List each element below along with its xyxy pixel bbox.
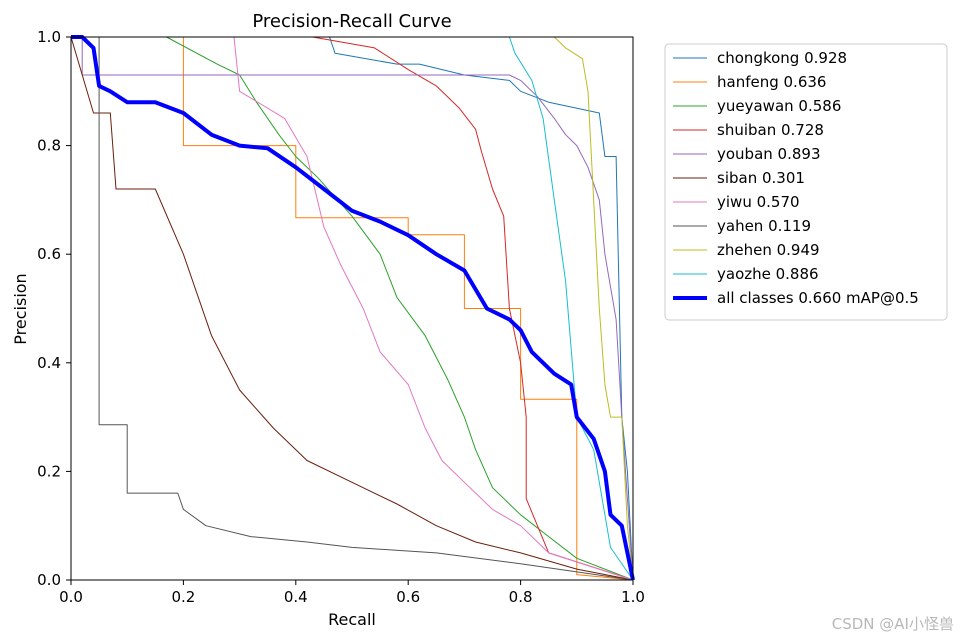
legend-label-5: siban 0.301 — [717, 169, 805, 187]
x-axis-ticks: 0.0 0.2 0.4 0.6 0.8 1.0 — [59, 580, 645, 606]
series-line-6 — [233, 36, 634, 581]
series-line-1 — [71, 36, 634, 581]
y-axis-ticks: 0.0 0.2 0.4 0.6 0.8 1.0 — [37, 28, 71, 589]
x-axis-label: Recall — [328, 610, 376, 629]
x-tick-label: 0.8 — [509, 588, 533, 606]
y-tick-label: 1.0 — [37, 28, 61, 46]
x-tick-label: 0.2 — [171, 588, 195, 606]
x-tick-label: 0.0 — [59, 588, 83, 606]
y-axis-label: Precision — [11, 273, 30, 344]
legend-label-8: zhehen 0.949 — [717, 241, 820, 259]
chart-title: Precision-Recall Curve — [252, 11, 451, 32]
legend-label-1: hanfeng 0.636 — [717, 73, 826, 91]
y-tick-label: 0.8 — [37, 137, 61, 155]
series-line-0 — [71, 36, 634, 581]
y-tick-label: 0.0 — [37, 571, 61, 589]
legend: chongkong 0.928 hanfeng 0.636 yueyawan 0.5… — [664, 43, 948, 321]
legend-label-2: yueyawan 0.586 — [717, 97, 841, 115]
legend-label-10: all classes 0.660 mAP@0.5 — [717, 289, 919, 307]
series-line-8 — [553, 36, 634, 581]
watermark: CSDN @AI小怪兽 — [831, 615, 954, 633]
y-tick-label: 0.4 — [37, 354, 61, 372]
series-line-2 — [166, 36, 634, 581]
legend-label-3: shuiban 0.728 — [717, 121, 824, 139]
plot-frame — [70, 36, 634, 581]
x-tick-label: 0.4 — [284, 588, 308, 606]
legend-label-9: yaozhe 0.886 — [717, 265, 819, 283]
x-tick-label: 0.6 — [396, 588, 420, 606]
x-tick-label: 1.0 — [621, 588, 645, 606]
legend-label-6: yiwu 0.570 — [717, 193, 800, 211]
series-line-5 — [70, 36, 634, 581]
legend-box — [664, 43, 948, 321]
legend-label-0: chongkong 0.928 — [717, 49, 847, 67]
series-line-10 — [71, 35, 635, 581]
y-tick-label: 0.6 — [37, 245, 61, 263]
series-line-4 — [71, 36, 634, 581]
legend-label-4: youban 0.893 — [717, 145, 821, 163]
plot-area — [70, 35, 635, 581]
legend-label-7: yahen 0.119 — [717, 217, 811, 235]
y-tick-label: 0.2 — [37, 462, 61, 480]
series-line-7 — [71, 36, 634, 581]
series-line-9 — [508, 36, 634, 581]
